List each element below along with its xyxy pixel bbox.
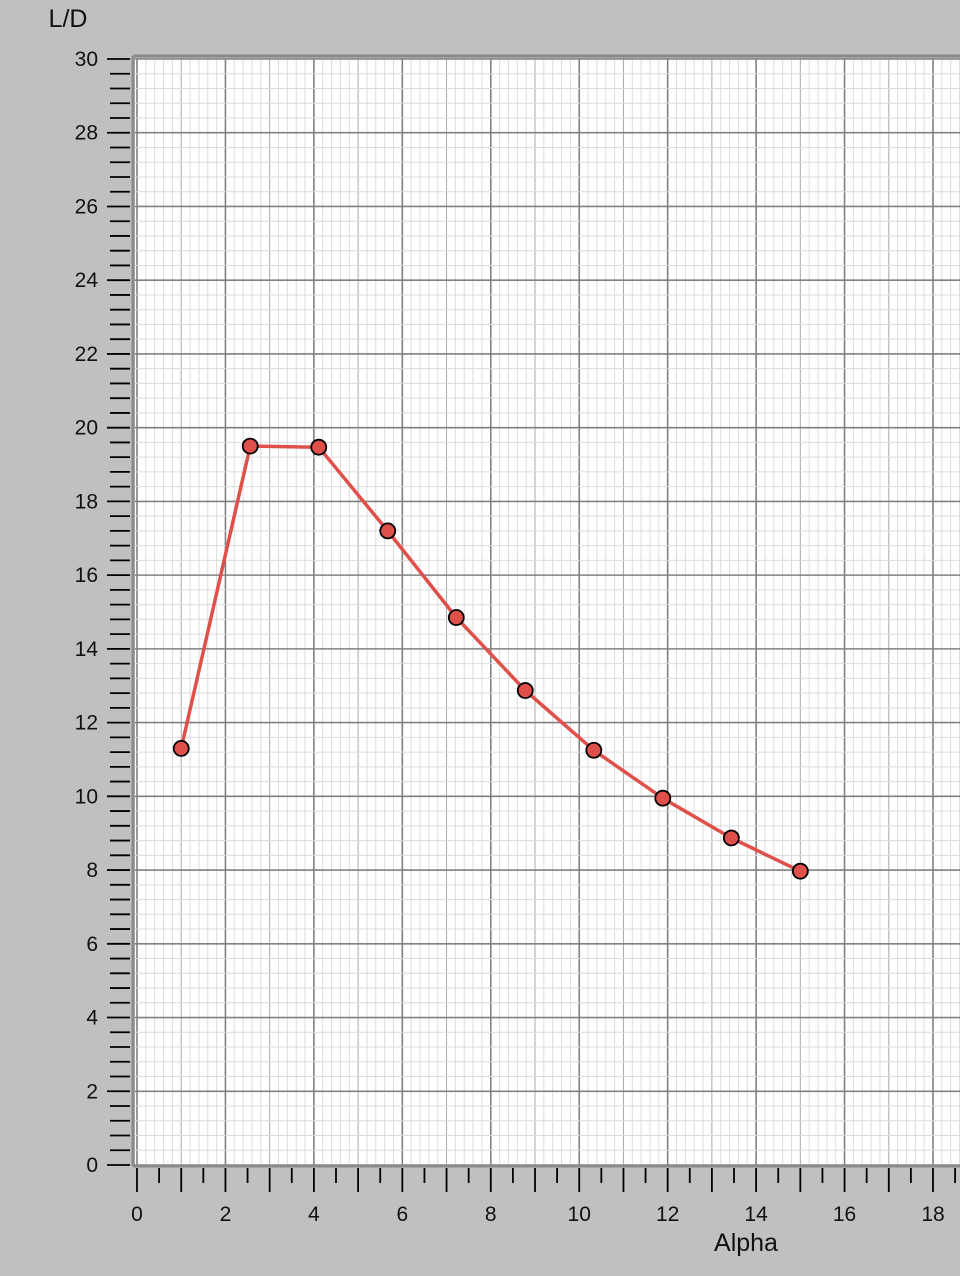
x-tick-label: 16 [833,1203,856,1226]
y-tick-label: 28 [75,122,98,145]
y-tick-label: 0 [86,1154,98,1177]
y-tick-label: 16 [75,564,98,587]
data-point [585,741,603,759]
data-point [516,682,534,699]
y-axis-title: L/D [49,5,88,33]
data-point [241,437,259,455]
data-point [654,789,672,807]
x-tick-label: 6 [396,1203,408,1226]
x-tick-label: 2 [220,1203,232,1226]
y-tick-label: 18 [75,490,98,513]
x-tick-label: 10 [568,1203,591,1226]
y-tick-label: 14 [75,638,99,661]
series-line [179,444,802,873]
y-tick-label: 10 [75,785,98,808]
data-point [310,438,328,456]
data-point [722,829,740,847]
data-point [791,862,809,880]
x-tick-label: 18 [921,1203,944,1226]
axes [131,54,960,1168]
x-tick-label: 14 [744,1203,768,1226]
y-tick-label: 24 [75,269,99,292]
x-tick-label: 8 [485,1203,497,1226]
y-tick-label: 4 [86,1007,98,1030]
series-layer [172,437,809,880]
y-tick-label: 8 [86,859,98,882]
y-tick-label: 20 [75,417,98,440]
x-tick-label: 0 [131,1203,143,1226]
grid [135,58,960,1166]
data-point [172,740,190,757]
plot-area [135,59,960,1165]
y-tick-label: 6 [86,933,98,956]
y-tick-label: 30 [75,48,98,71]
y-tick-label: 12 [75,712,98,735]
y-tick-label: 2 [86,1080,98,1103]
data-point [379,522,397,540]
data-point [447,609,465,626]
y-tick-label: 22 [75,343,98,366]
x-axis-title: Alpha [714,1229,778,1257]
y-tick-label: 26 [75,195,98,218]
x-tick-label: 4 [308,1203,320,1226]
x-tick-label: 12 [656,1203,679,1226]
